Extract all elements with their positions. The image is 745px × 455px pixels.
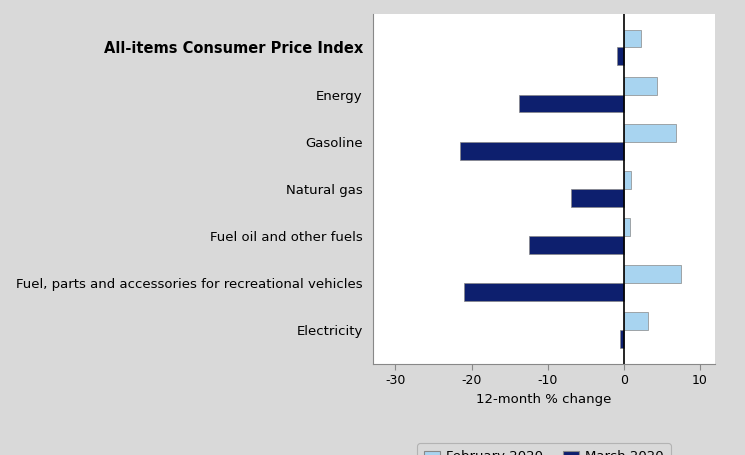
X-axis label: 12-month % change: 12-month % change xyxy=(476,393,612,406)
Bar xyxy=(571,189,624,207)
Bar xyxy=(460,142,624,160)
Bar xyxy=(624,124,676,142)
Bar xyxy=(624,312,648,330)
Bar xyxy=(519,95,624,112)
Bar xyxy=(464,283,624,301)
Bar xyxy=(617,47,624,66)
Bar xyxy=(624,218,630,236)
Bar xyxy=(620,330,624,348)
Bar xyxy=(624,30,641,47)
Legend: February 2020, March 2020: February 2020, March 2020 xyxy=(417,443,670,455)
Bar xyxy=(624,77,656,95)
Bar xyxy=(529,236,624,254)
Bar xyxy=(624,171,632,189)
Bar xyxy=(624,265,681,283)
